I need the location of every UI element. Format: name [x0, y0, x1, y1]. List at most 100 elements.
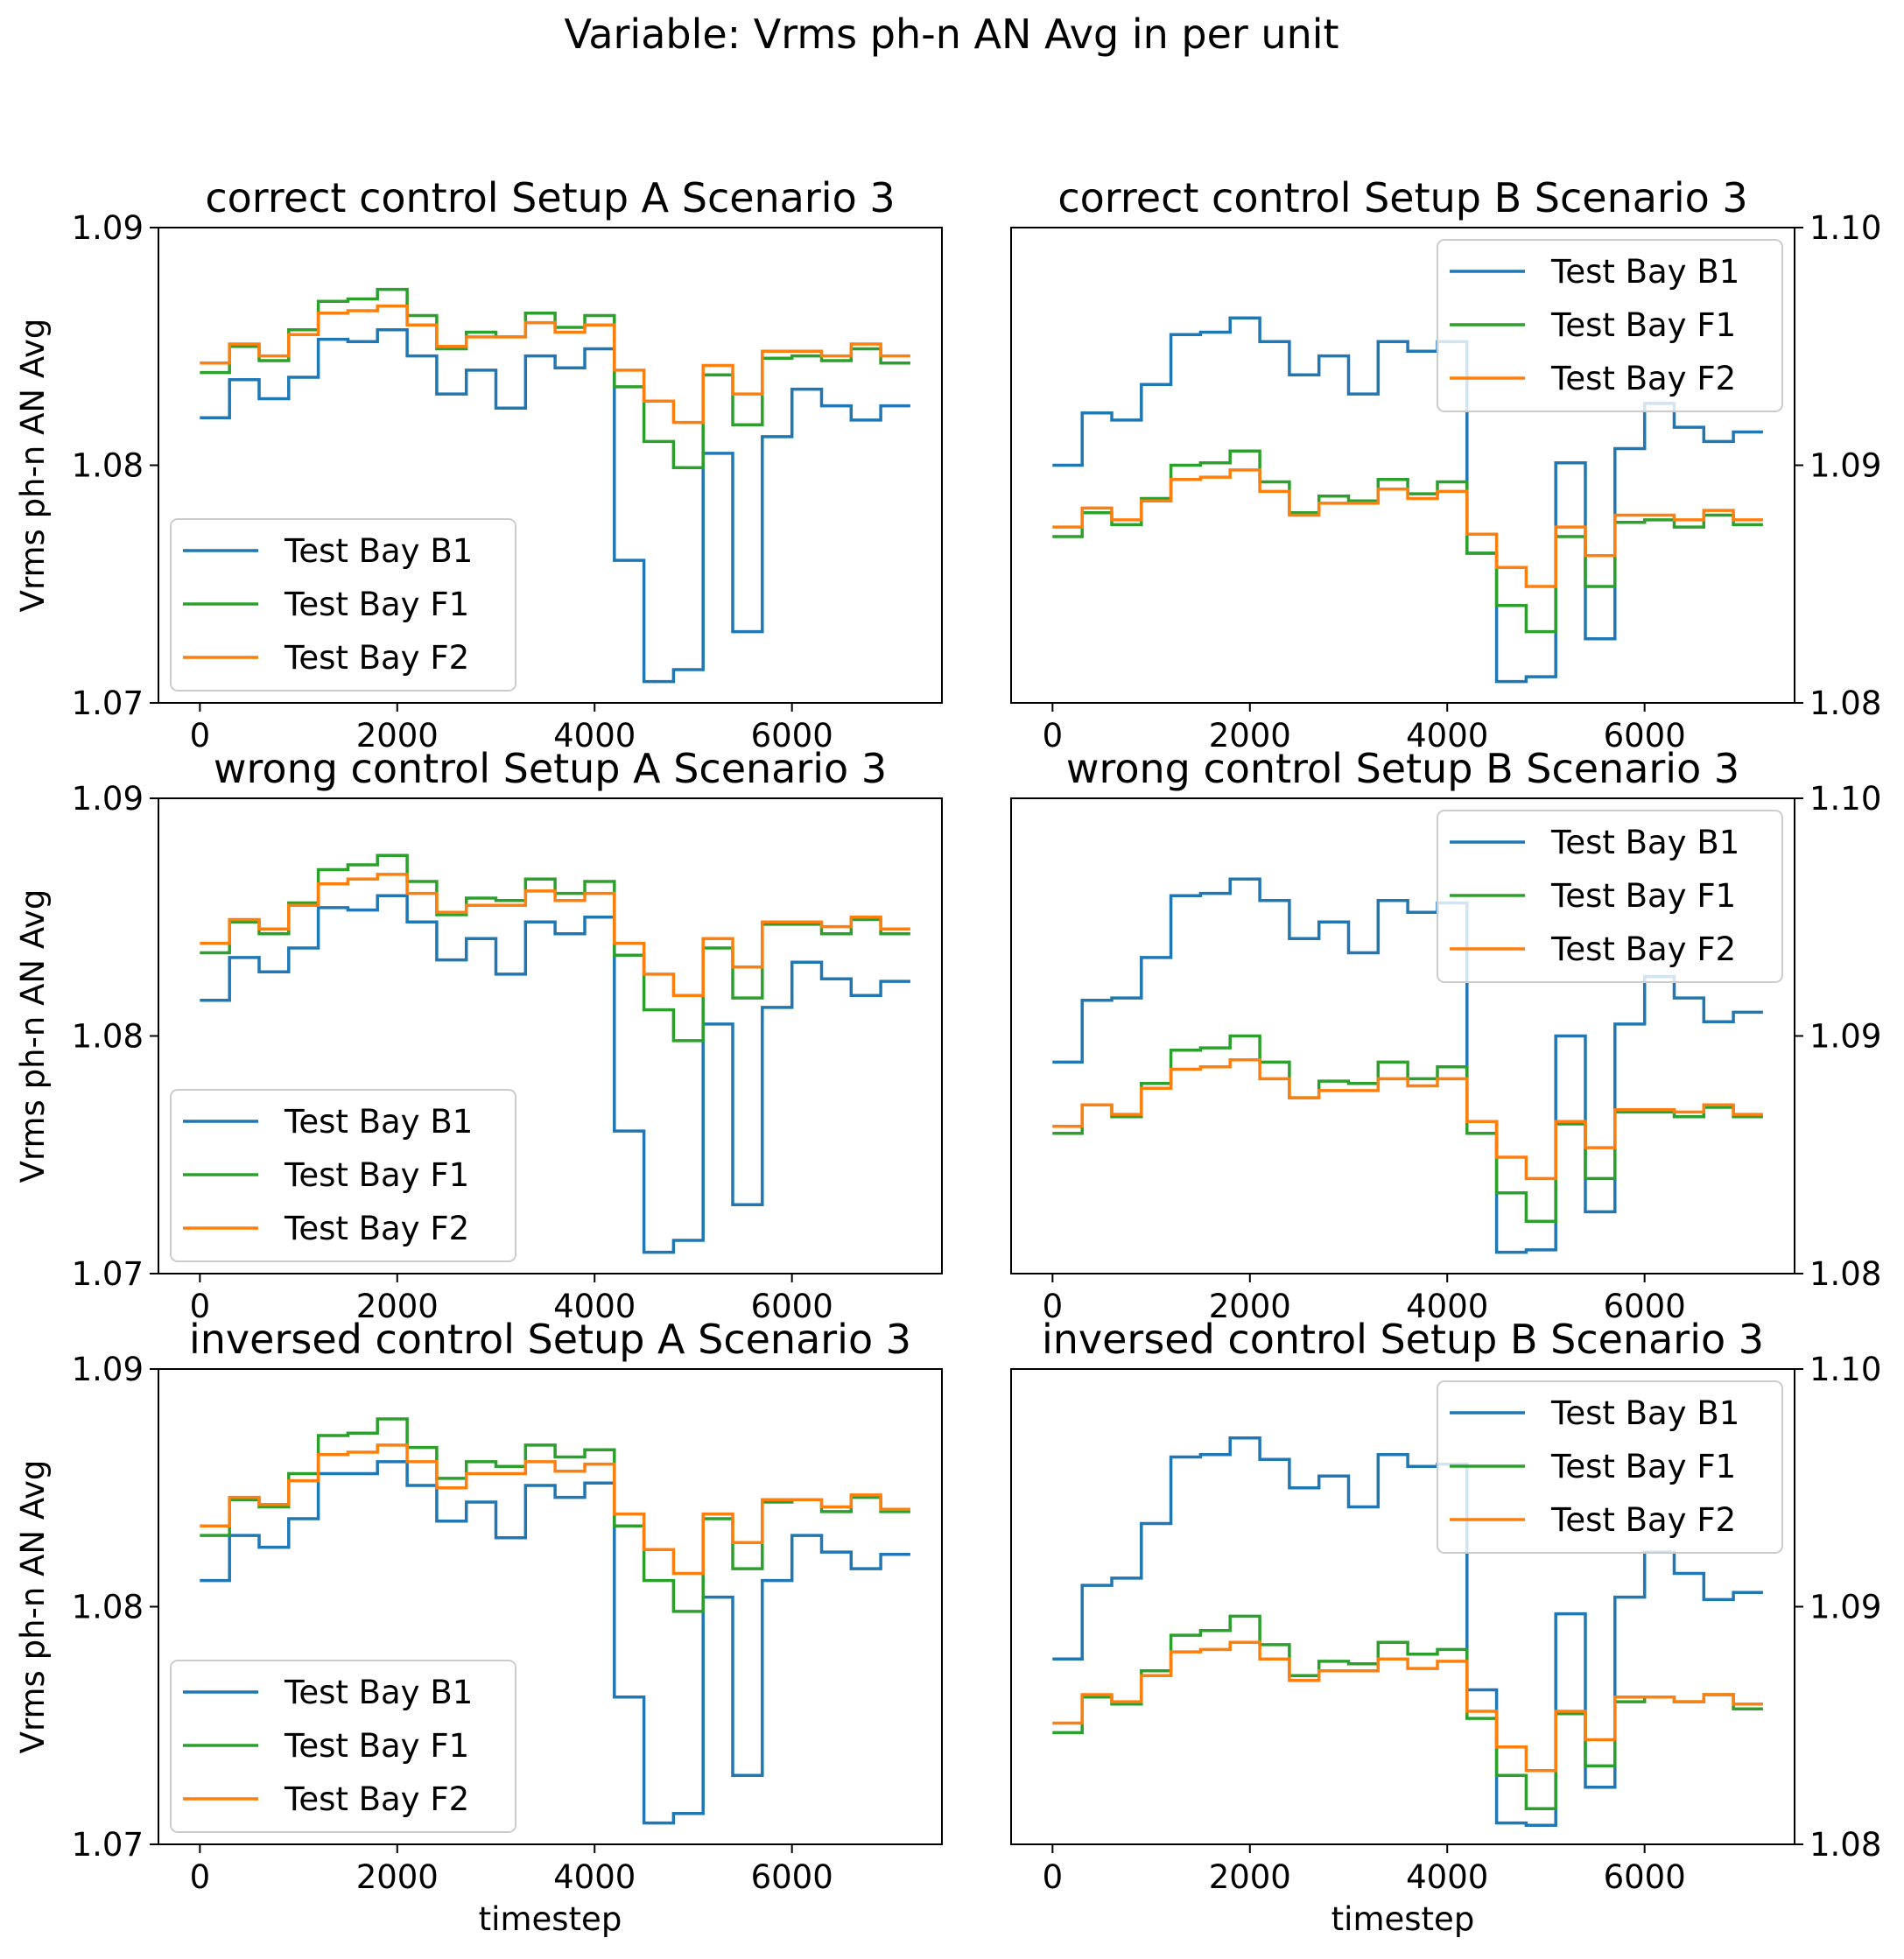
x-tick-label: 6000: [1604, 1288, 1686, 1325]
series-line-test-bay-f2: [200, 873, 910, 998]
subplot-grid: correct control Setup A Scenario 3 0 2000 4…: [14, 174, 1881, 1938]
legend-label: Test Bay F2: [1550, 930, 1736, 968]
x-tick-label: 4000: [553, 717, 636, 755]
x-tick-label: 4000: [553, 1858, 636, 1896]
legend-label: Test Bay F2: [284, 639, 469, 677]
x-tick-label: 6000: [751, 1858, 833, 1896]
y-tick-label: 1.08: [72, 447, 144, 485]
series-group: [1052, 877, 1763, 1254]
series-group: [200, 287, 910, 684]
legend-box: [170, 1089, 516, 1262]
legend-label: Test Bay B1: [284, 532, 473, 570]
y-tick-label: 1.09: [72, 1351, 144, 1388]
legend-box: [1437, 810, 1783, 983]
legend-label: Test Bay F2: [284, 1780, 469, 1818]
y-tick-label: 1.08: [72, 1589, 144, 1626]
series-group: [200, 1417, 910, 1825]
legend-label: Test Bay F2: [284, 1210, 469, 1247]
y-tick-label: 1.09: [1809, 1018, 1881, 1056]
y-tick-label: 1.08: [1809, 685, 1881, 722]
legend-label: Test Bay F1: [1550, 877, 1736, 915]
legend: Test Bay B1 Test Bay F1 Test Bay F2: [1437, 810, 1783, 983]
y-tick-label: 1.09: [1809, 1589, 1881, 1626]
legend-label: Test Bay F1: [1550, 306, 1736, 344]
series-line-test-bay-f1: [200, 287, 910, 469]
series-line-test-bay-b1: [200, 1460, 910, 1825]
series-line-test-bay-b1: [200, 327, 910, 684]
series-group: [200, 853, 910, 1254]
legend: Test Bay B1 Test Bay F1 Test Bay F2: [170, 1660, 516, 1833]
legend-label: Test Bay F1: [1550, 1448, 1736, 1485]
legend-label: Test Bay B1: [284, 1103, 473, 1141]
y-tick-label: 1.07: [72, 1255, 144, 1293]
subplot-title: wrong control Setup A Scenario 3: [214, 745, 887, 792]
series-line-test-bay-f1: [1052, 1034, 1763, 1224]
legend-label: Test Bay B1: [1550, 824, 1739, 861]
legend-label: Test Bay F1: [284, 586, 469, 623]
legend-box: [1437, 1380, 1783, 1554]
legend-box: [170, 1660, 516, 1833]
x-tick-label: 6000: [1604, 717, 1686, 755]
x-tick-label: 2000: [356, 1288, 439, 1325]
legend-label: Test Bay F1: [284, 1727, 469, 1765]
y-axis-label: Vrms ph-n AN Avg: [14, 889, 52, 1183]
x-tick-label: 2000: [356, 1858, 439, 1896]
x-tick-label: 2000: [1209, 717, 1291, 755]
y-tick-label: 1.09: [72, 209, 144, 247]
subplot-6: inversed control Setup B Scenario 3 0 2000…: [1010, 1316, 1881, 1938]
series-line-test-bay-f2: [1052, 468, 1763, 588]
figure-suptitle: Variable: Vrms ph-n AN Avg in per unit: [564, 11, 1338, 58]
y-tick-label: 1.10: [1809, 1351, 1881, 1388]
x-tick-label: 6000: [1604, 1858, 1686, 1896]
y-tick-label: 1.10: [1809, 780, 1881, 818]
subplot-3: wrong control Setup A Scenario 3 0 2000 400…: [14, 745, 943, 1325]
legend-label: Test Bay B1: [284, 1674, 473, 1711]
series-group: [1052, 1436, 1763, 1828]
series-line-test-bay-f2: [200, 1443, 910, 1576]
legend: Test Bay B1 Test Bay F1 Test Bay F2: [1437, 1380, 1783, 1554]
y-axis-label: Vrms ph-n AN Avg: [14, 319, 52, 613]
legend-label: Test Bay B1: [1550, 253, 1739, 291]
y-tick-label: 1.08: [72, 1018, 144, 1056]
x-axis-label: timestep: [1331, 1900, 1475, 1938]
legend-label: Test Bay F2: [1550, 1501, 1736, 1539]
series-line-test-bay-f1: [200, 1417, 910, 1613]
series-line-test-bay-f1: [1052, 1614, 1763, 1811]
x-tick-label: 0: [1043, 1288, 1064, 1325]
x-tick-label: 4000: [1406, 1288, 1488, 1325]
series-line-test-bay-b1: [1052, 1436, 1763, 1828]
x-tick-label: 4000: [1406, 1858, 1488, 1896]
x-tick-label: 0: [1043, 717, 1064, 755]
legend-box: [170, 518, 516, 692]
y-tick-label: 1.07: [72, 685, 144, 722]
series-line-test-bay-f2: [1052, 1640, 1763, 1773]
subplot-title: correct control Setup B Scenario 3: [1057, 174, 1747, 221]
x-tick-label: 2000: [356, 717, 439, 755]
series-line-test-bay-f2: [1052, 1057, 1763, 1181]
x-tick-label: 4000: [553, 1288, 636, 1325]
legend-label: Test Bay F2: [1550, 360, 1736, 397]
legend: Test Bay B1 Test Bay F1 Test Bay F2: [170, 1089, 516, 1262]
series-line-test-bay-f2: [200, 304, 910, 425]
series-line-test-bay-b1: [200, 894, 910, 1254]
subplot-title: inversed control Setup A Scenario 3: [189, 1316, 911, 1363]
x-tick-label: 2000: [1209, 1288, 1291, 1325]
x-axis-label: timestep: [479, 1900, 622, 1938]
legend: Test Bay B1 Test Bay F1 Test Bay F2: [1437, 239, 1783, 412]
subplot-5: inversed control Setup A Scenario 3 0 2000…: [14, 1316, 943, 1938]
x-tick-label: 0: [190, 1288, 211, 1325]
y-axis-label: Vrms ph-n AN Avg: [14, 1460, 52, 1754]
y-tick-label: 1.07: [72, 1826, 144, 1864]
y-tick-label: 1.10: [1809, 209, 1881, 247]
x-tick-label: 6000: [751, 1288, 833, 1325]
y-tick-label: 1.09: [72, 780, 144, 818]
y-tick-label: 1.08: [1809, 1826, 1881, 1864]
subplot-title: inversed control Setup B Scenario 3: [1042, 1316, 1764, 1363]
x-tick-label: 0: [190, 1858, 211, 1896]
subplot-4: wrong control Setup B Scenario 3 0 2000 400…: [1010, 745, 1881, 1325]
legend-box: [1437, 239, 1783, 412]
series-line-test-bay-f1: [1052, 449, 1763, 634]
series-line-test-bay-f1: [200, 853, 910, 1043]
subplot-title: correct control Setup A Scenario 3: [205, 174, 895, 221]
